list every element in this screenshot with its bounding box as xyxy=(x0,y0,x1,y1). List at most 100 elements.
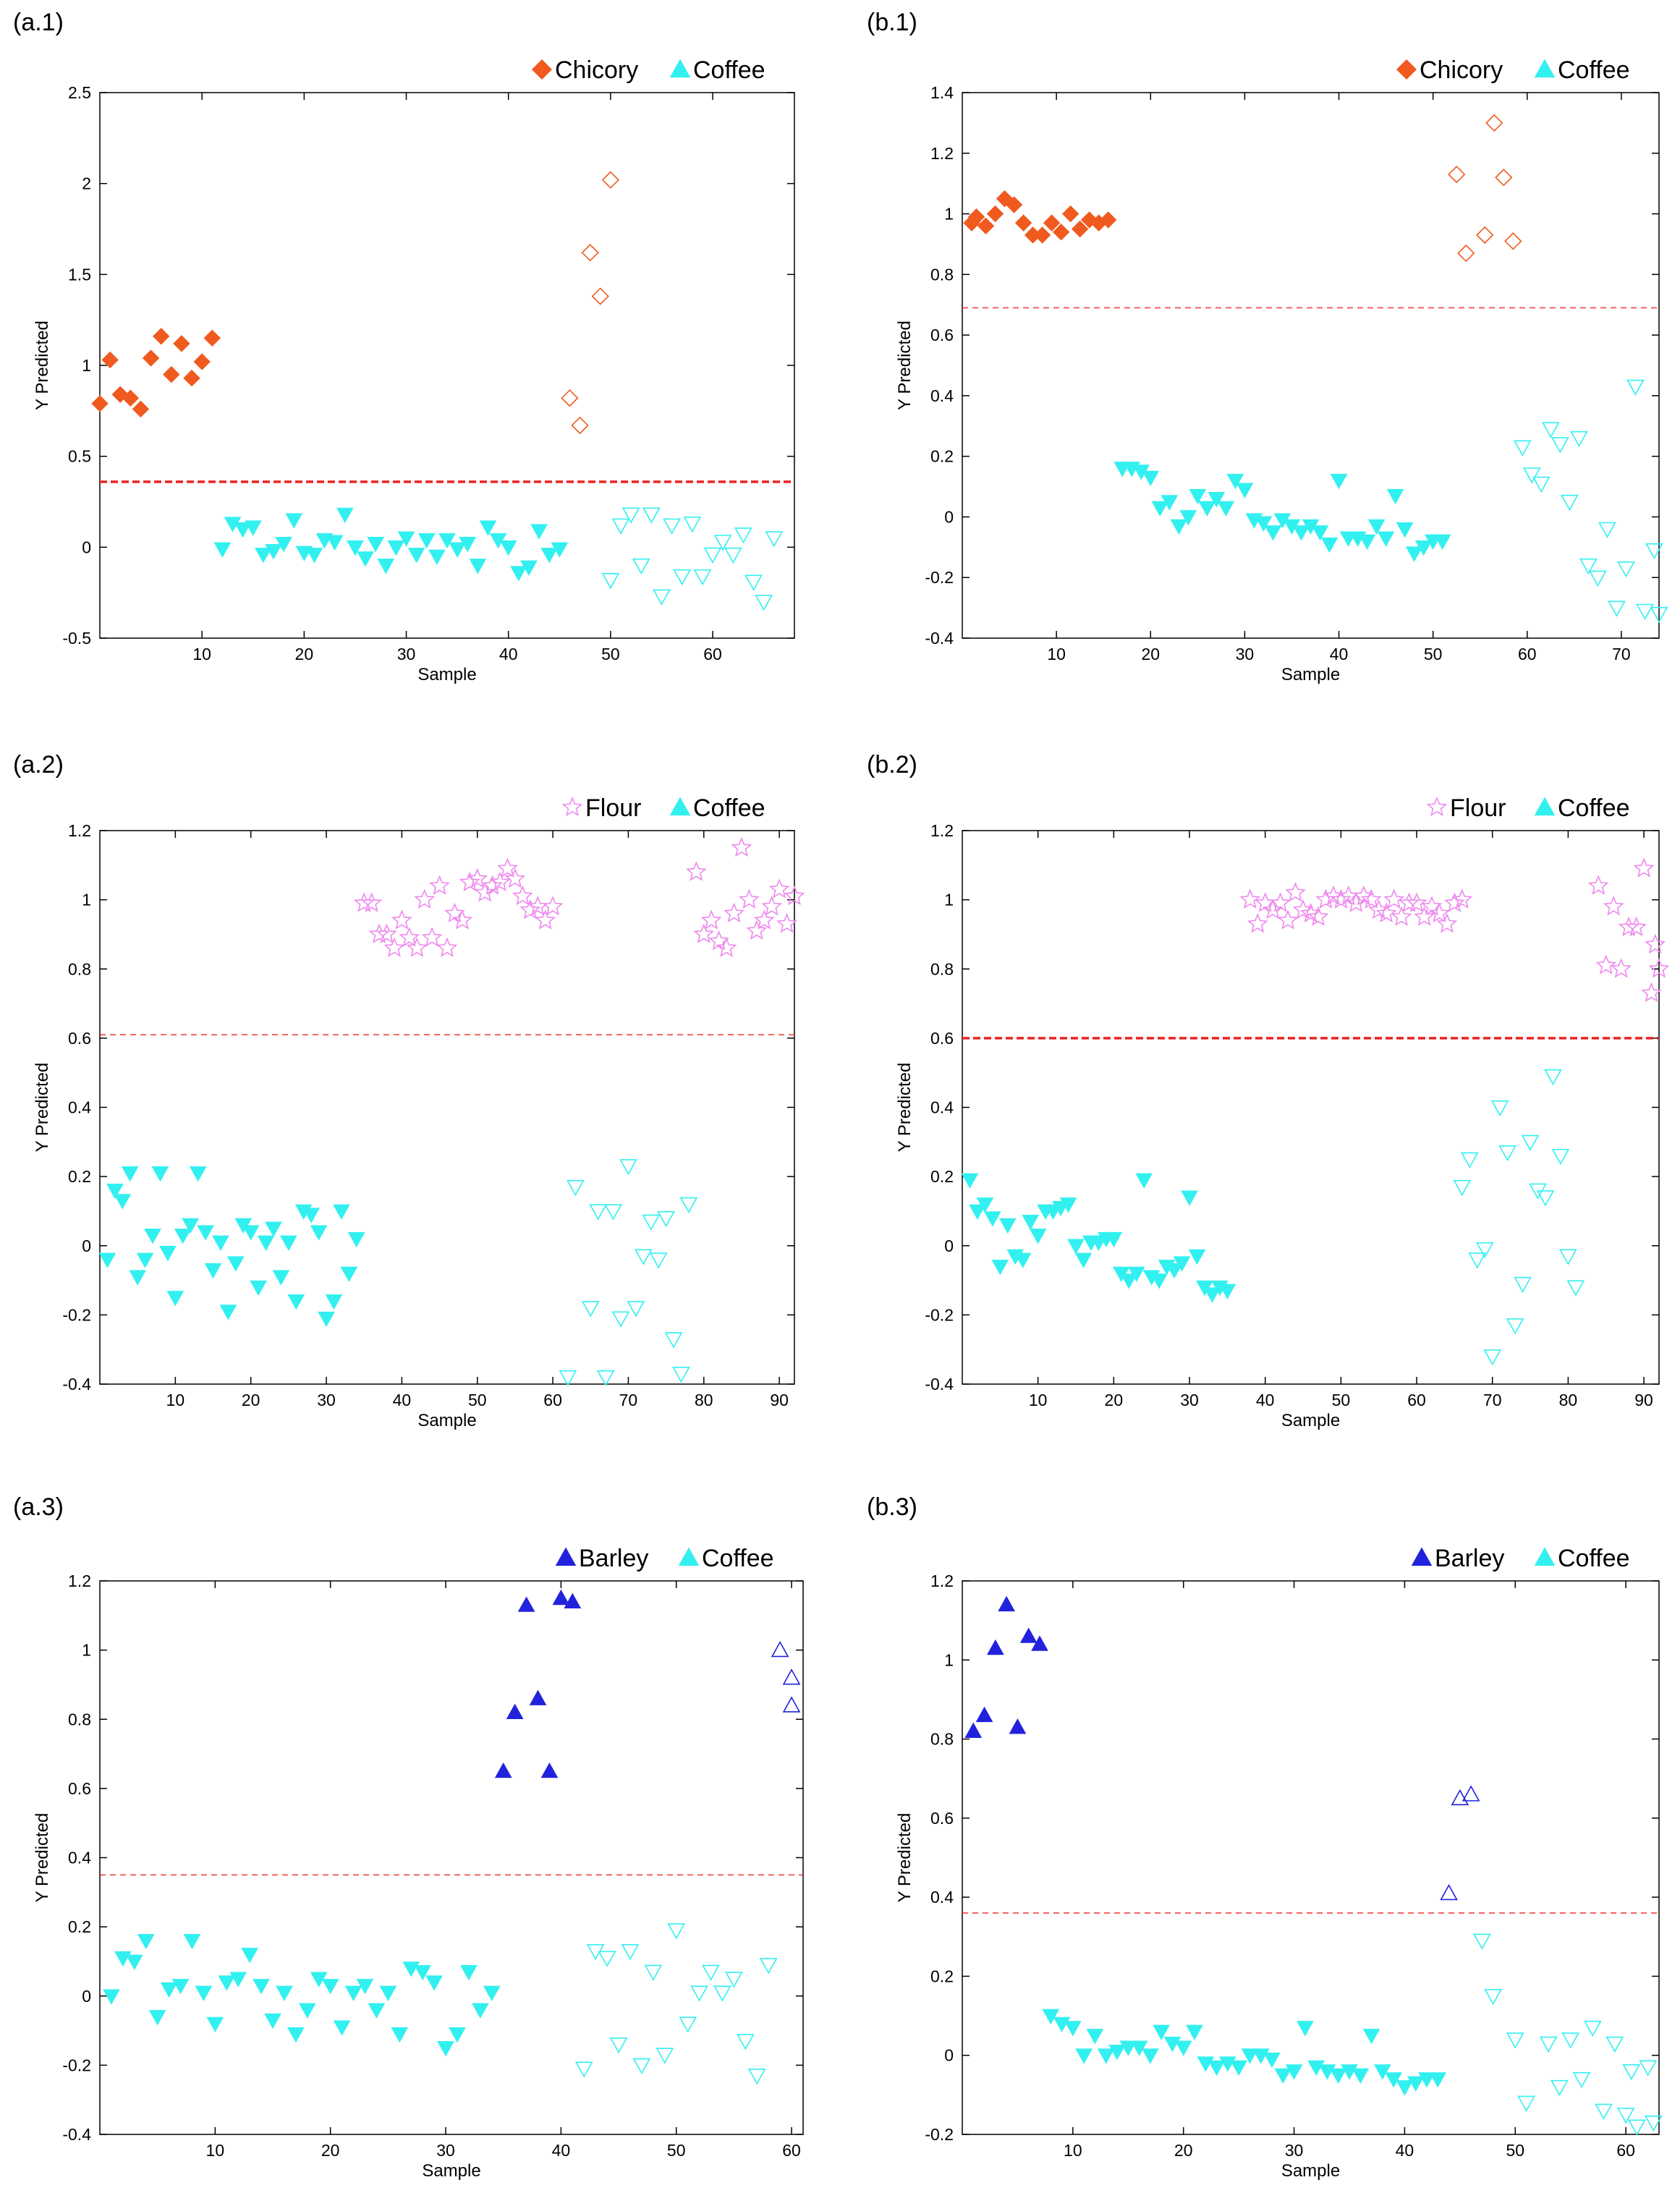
y-tick-label: 0.8 xyxy=(930,959,954,978)
data-point-coffee-calibration xyxy=(212,1235,229,1251)
data-point-flour-calibration xyxy=(376,923,397,943)
data-point-coffee-calibration xyxy=(1208,492,1226,508)
x-tick-label: 90 xyxy=(1634,1391,1653,1409)
data-point-coffee-calibration xyxy=(218,1975,236,1991)
data-point-coffee-calibration xyxy=(219,1305,237,1320)
data-point-coffee-calibration xyxy=(407,548,425,564)
data-point-coffee-calibration xyxy=(234,522,252,538)
data-point-coffee-calibration xyxy=(1433,534,1451,550)
data-point-coffee-calibration xyxy=(250,1280,267,1297)
x-tick-label: 60 xyxy=(1407,1391,1426,1409)
data-point-flour-validation xyxy=(768,878,790,899)
data-point-flour-validation xyxy=(1648,958,1670,978)
data-point-flour-validation xyxy=(700,909,722,930)
y-tick-label: 0.6 xyxy=(930,1809,954,1828)
x-tick-label: 40 xyxy=(1330,645,1349,663)
x-tick-label: 10 xyxy=(166,1391,185,1409)
data-point-coffee-calibration xyxy=(287,1294,305,1310)
data-point-flour-validation xyxy=(716,937,737,957)
y-tick-label: 0 xyxy=(82,1987,91,2006)
data-point-flour-validation xyxy=(1603,896,1624,916)
data-point-coffee-validation xyxy=(598,1951,616,1967)
data-point-coffee-calibration xyxy=(1075,2048,1093,2064)
data-point-coffee-validation xyxy=(1626,379,1645,396)
data-point-coffee-calibration xyxy=(1263,2052,1281,2069)
panel-label: (b.1) xyxy=(867,9,917,36)
data-point-coffee-calibration xyxy=(213,542,232,558)
x-tick-label: 30 xyxy=(1180,1391,1199,1409)
data-point-flour-calibration xyxy=(1285,882,1306,902)
data-point-coffee-calibration xyxy=(125,1954,143,1970)
data-point-coffee-calibration xyxy=(1197,2056,1215,2072)
data-point-flour-validation xyxy=(784,885,805,906)
data-point-flour-validation xyxy=(1626,916,1647,937)
data-point-coffee-validation xyxy=(1636,603,1654,620)
data-point-coffee-validation xyxy=(1559,1249,1577,1265)
y-tick-label: 1.2 xyxy=(930,821,954,840)
data-point-coffee-validation xyxy=(747,2069,766,2085)
data-point-coffee-calibration xyxy=(1135,1173,1153,1189)
data-point-coffee-calibration xyxy=(1226,473,1244,490)
legend-marker-coffee xyxy=(669,59,691,78)
legend-label-chicory: Chicory xyxy=(1420,56,1503,84)
data-point-coffee-calibration xyxy=(151,1166,169,1182)
data-point-coffee-calibration xyxy=(160,1982,178,1998)
data-point-coffee-calibration xyxy=(1407,2076,1425,2092)
y-tick-label: 0.6 xyxy=(68,1029,91,1048)
data-point-coffee-calibration xyxy=(1142,2048,1159,2064)
data-point-coffee-validation xyxy=(765,531,784,548)
data-point-coffee-validation xyxy=(611,1311,630,1328)
legend-marker-coffee xyxy=(678,1547,700,1566)
data-point-chicory-calibration xyxy=(122,389,140,407)
data-point-coffee-validation xyxy=(683,517,702,533)
y-tick-label: -0.5 xyxy=(62,629,91,648)
data-point-flour-calibration xyxy=(391,909,412,930)
data-point-coffee-validation xyxy=(1572,2071,1591,2089)
data-point-coffee-calibration xyxy=(1418,2072,1435,2088)
data-point-coffee-validation xyxy=(679,1197,698,1214)
legend-marker-chicory xyxy=(531,59,553,80)
x-tick-label: 40 xyxy=(552,2141,571,2160)
data-point-coffee-validation xyxy=(667,1923,686,1940)
data-point-coffee-calibration xyxy=(298,2003,316,2019)
data-point-coffee-calibration xyxy=(174,1229,192,1244)
data-point-coffee-calibration xyxy=(1142,470,1160,487)
x-tick-label: 50 xyxy=(1332,1391,1351,1409)
legend-marker-coffee xyxy=(1534,797,1556,816)
data-point-flour-calibration xyxy=(474,882,496,902)
data-point-coffee-validation xyxy=(656,2048,674,2064)
data-point-coffee-validation xyxy=(664,1332,683,1349)
data-point-coffee-calibration xyxy=(1097,2048,1115,2064)
data-point-barley-validation xyxy=(1461,1785,1480,1802)
x-tick-label: 70 xyxy=(1612,645,1631,663)
data-point-coffee-calibration xyxy=(1151,501,1169,517)
data-point-coffee-calibration xyxy=(1203,1287,1221,1303)
data-point-coffee-calibration xyxy=(1181,1190,1198,1206)
data-point-coffee-validation xyxy=(1484,1989,1503,2006)
y-tick-label: 0.8 xyxy=(930,265,954,284)
data-point-coffee-calibration xyxy=(1396,522,1414,538)
data-point-coffee-calibration xyxy=(166,1291,184,1307)
data-point-coffee-calibration xyxy=(459,537,477,553)
data-point-coffee-calibration xyxy=(321,1979,339,1995)
data-point-coffee-validation xyxy=(642,507,661,524)
data-point-coffee-validation xyxy=(567,1179,585,1197)
data-point-coffee-calibration xyxy=(1385,2072,1402,2088)
data-point-coffee-calibration xyxy=(1374,2064,1391,2080)
legend-marker-barley xyxy=(555,1547,577,1566)
x-tick-label: 50 xyxy=(468,1391,487,1409)
data-point-coffee-validation xyxy=(1561,494,1579,512)
data-point-coffee-calibration xyxy=(1074,1252,1093,1268)
y-tick-label: 0.4 xyxy=(930,1888,954,1906)
data-point-flour-validation xyxy=(731,836,752,857)
data-point-flour-calibration xyxy=(1429,902,1450,923)
y-tick-label: 1 xyxy=(944,891,954,909)
data-point-coffee-calibration xyxy=(1161,495,1179,511)
data-point-coffee-calibration xyxy=(182,1218,200,1234)
y-tick-label: 0.2 xyxy=(68,1167,91,1186)
data-point-coffee-validation xyxy=(1608,601,1626,617)
legend-marker-coffee xyxy=(669,797,691,816)
